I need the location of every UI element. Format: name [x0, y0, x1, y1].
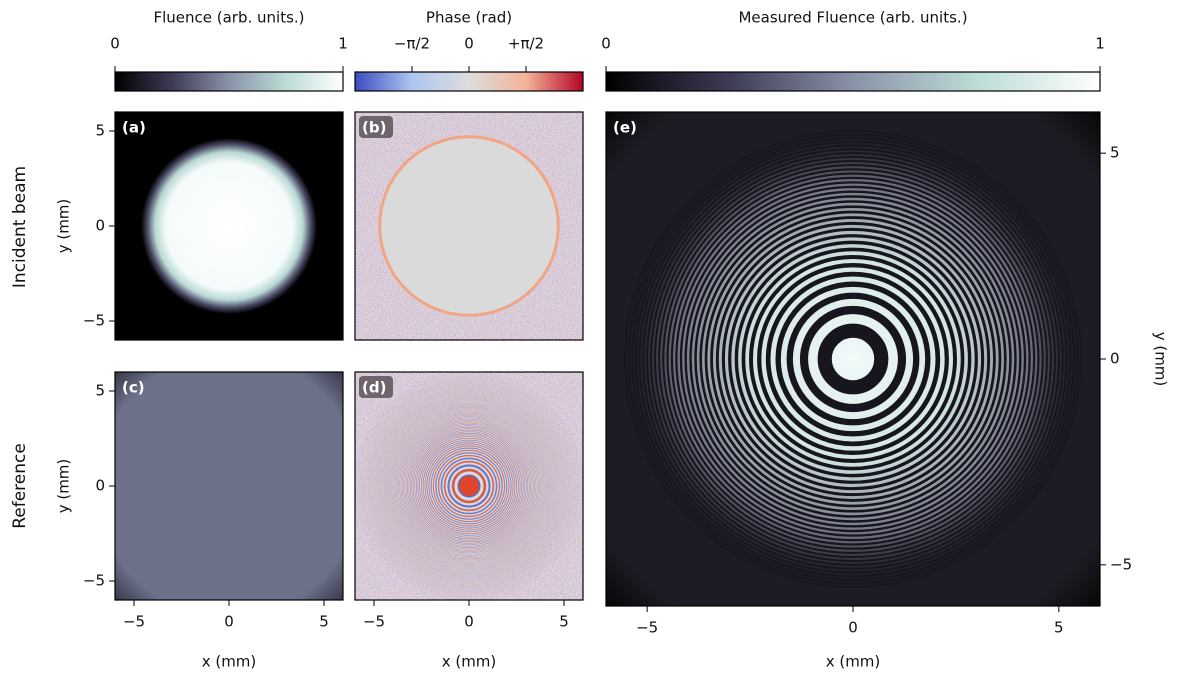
y-axis-label: y (mm) [55, 199, 73, 254]
tick-label: +π/2 [508, 35, 544, 53]
tick-label: −5 [1110, 555, 1132, 573]
tick-label: 0 [110, 35, 120, 53]
tick-label: 0 [601, 35, 611, 53]
colorbar [114, 71, 344, 92]
x-axis-label: x (mm) [826, 653, 881, 671]
y-axis-label: y (mm) [55, 459, 73, 514]
tick-label: 1 [338, 35, 348, 53]
colorbar-title: Measured Fluence (arb. units.) [738, 9, 967, 27]
frame [354, 111, 584, 341]
image [355, 112, 583, 340]
row-label: Reference [10, 443, 30, 529]
panel-label: (a) [122, 119, 146, 137]
image [606, 112, 1100, 606]
tick-label: −5 [363, 613, 385, 631]
image [115, 112, 343, 340]
tick-label: 0 [848, 619, 858, 637]
y-axis-label: y (mm) [1152, 332, 1170, 387]
tick-label: 1 [1095, 35, 1105, 53]
colorbar [354, 71, 584, 92]
x-axis-label: x (mm) [442, 653, 497, 671]
panel-label: (c) [122, 379, 145, 397]
tick-label: 0 [95, 477, 105, 495]
tick-label: −π/2 [394, 35, 430, 53]
x-axis-label: x (mm) [202, 653, 257, 671]
tick-label: 5 [559, 613, 569, 631]
tick-label: 0 [224, 613, 234, 631]
colorbar [605, 71, 1101, 92]
tick-label: 5 [95, 122, 105, 140]
image [355, 372, 583, 600]
panel-label: (b) [362, 119, 386, 137]
tick-label: −5 [636, 619, 658, 637]
tick-label: −5 [83, 572, 105, 590]
panel-label: (e) [613, 119, 637, 137]
tick-label: 0 [464, 613, 474, 631]
colorbar-title: Phase (rad) [426, 9, 512, 27]
tick-label: 0 [464, 35, 474, 53]
tick-label: −5 [83, 312, 105, 330]
row-label: Incident beam [10, 166, 30, 288]
tick-label: 5 [319, 613, 329, 631]
image [115, 372, 343, 600]
tick-label: 5 [1054, 619, 1064, 637]
panel-label: (d) [362, 379, 386, 397]
tick-label: 0 [1110, 350, 1120, 368]
tick-label: 5 [1110, 144, 1120, 162]
tick-label: 0 [95, 217, 105, 235]
colorbar-title: Fluence (arb. units.) [153, 9, 304, 27]
tick-label: 5 [95, 382, 105, 400]
tick-label: −5 [123, 613, 145, 631]
